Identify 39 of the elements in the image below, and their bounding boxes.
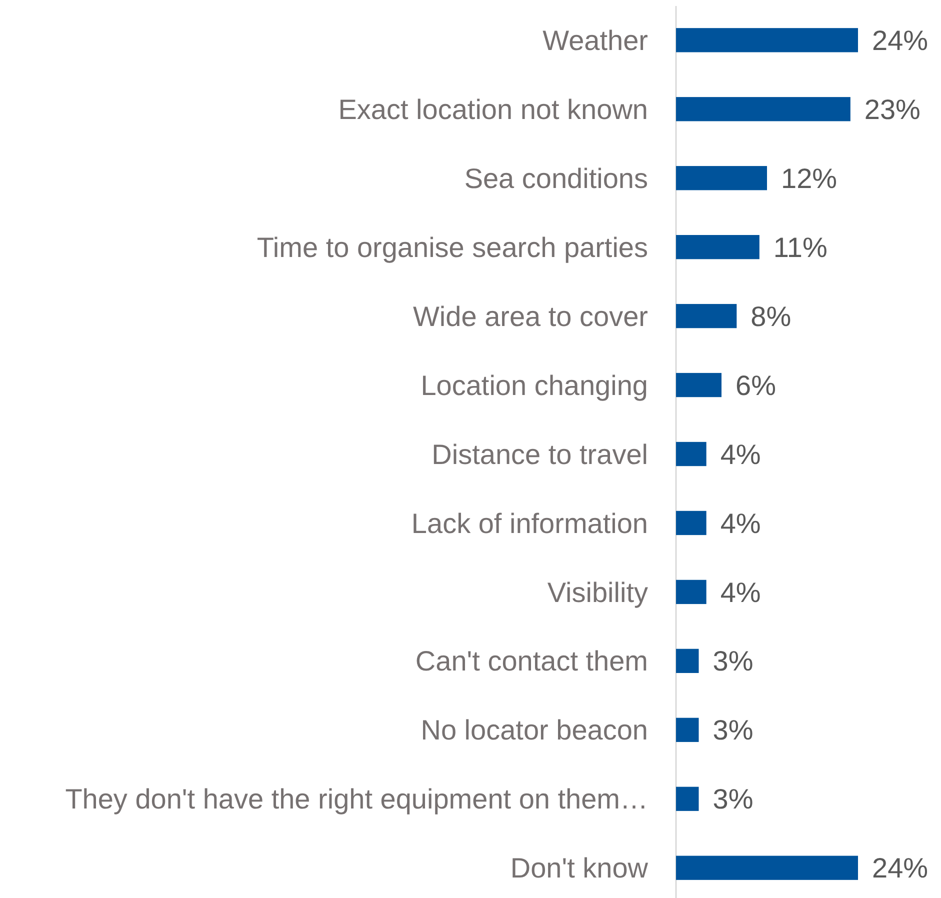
bar <box>676 648 699 673</box>
y-tick-label: Visibility <box>547 576 648 608</box>
y-tick-label: Weather <box>542 24 648 56</box>
bar <box>676 856 858 880</box>
bar <box>676 166 767 190</box>
data-label: 3% <box>712 784 754 815</box>
y-tick-label: Lack of information <box>411 508 648 539</box>
data-label: 6% <box>736 370 776 401</box>
data-label: 8% <box>750 300 792 332</box>
data-label: 3% <box>712 646 754 677</box>
data-label: 4% <box>720 438 761 470</box>
bar <box>676 442 706 466</box>
bar <box>676 28 858 52</box>
data-label: 24% <box>872 852 928 884</box>
data-label: 12% <box>781 162 838 194</box>
data-label: 24% <box>872 24 928 56</box>
data-label: 23% <box>864 94 920 125</box>
y-tick-label: They don't have the right equipment on them… <box>65 784 648 815</box>
bar <box>676 510 706 536</box>
y-tick-label: Can't contact them <box>415 646 648 677</box>
y-tick-label: Distance to travel <box>432 438 648 470</box>
y-tick-label: Location changing <box>420 370 648 401</box>
bar <box>676 304 737 328</box>
y-tick-label: Don't know <box>510 852 649 884</box>
y-tick-label: Exact location not known <box>338 94 648 125</box>
bar <box>676 97 850 122</box>
data-label: 4% <box>720 576 761 608</box>
bar <box>676 718 699 742</box>
bar <box>676 786 699 811</box>
bar <box>676 235 760 260</box>
y-tick-label: No locator beacon <box>420 714 648 746</box>
bar <box>676 580 706 604</box>
data-label: 3% <box>712 714 754 746</box>
data-label: 4% <box>720 508 761 539</box>
y-tick-label: Time to organise search parties <box>256 232 648 263</box>
y-tick-label: Wide area to cover <box>413 300 648 332</box>
bar <box>676 372 722 398</box>
data-label: 11% <box>773 232 828 263</box>
y-tick-label: Sea conditions <box>464 162 648 194</box>
